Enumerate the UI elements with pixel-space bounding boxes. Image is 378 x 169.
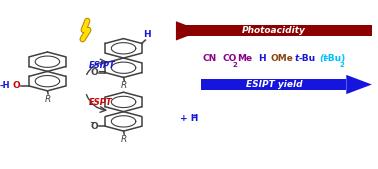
Text: ESIPT: ESIPT [89,61,116,70]
Text: -Bu): -Bu) [325,54,346,63]
Text: CN: CN [203,54,217,63]
Text: -Bu: -Bu [298,54,315,63]
Text: ESPT: ESPT [89,98,113,107]
Text: +: + [191,113,197,119]
Text: OMe: OMe [271,54,294,63]
Polygon shape [201,79,346,90]
Polygon shape [346,75,372,94]
Text: 2: 2 [232,62,237,68]
Text: Photoacidity: Photoacidity [242,26,306,35]
Polygon shape [176,25,372,36]
Text: −: − [89,118,95,127]
Polygon shape [176,21,201,41]
Text: + H: + H [180,114,198,123]
Text: ESIPT yield: ESIPT yield [246,80,302,89]
Text: -H: -H [0,81,10,90]
Text: O: O [90,68,98,77]
Text: R: R [121,135,127,144]
Text: O: O [90,122,98,131]
Text: t: t [294,54,299,63]
Text: R: R [121,81,127,90]
Text: O: O [13,81,20,90]
Text: 2: 2 [339,62,344,68]
Text: CO: CO [222,54,237,63]
Text: (t: (t [319,54,328,63]
Text: H: H [143,30,150,39]
Text: R: R [45,95,51,104]
Text: H: H [258,54,265,63]
Text: Me: Me [237,54,253,63]
